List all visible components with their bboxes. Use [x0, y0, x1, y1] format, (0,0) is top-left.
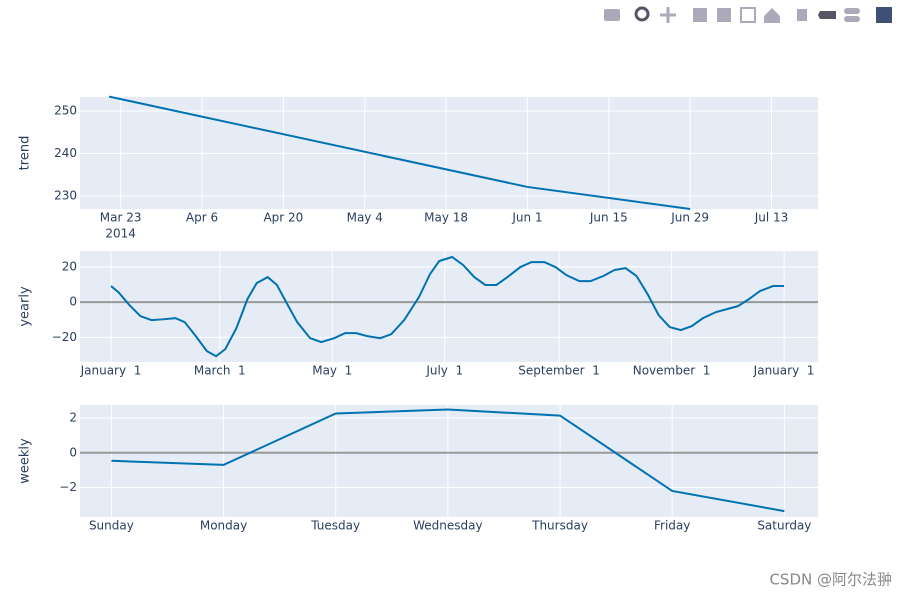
spike-icon[interactable]	[797, 9, 807, 21]
watermark: CSDN @阿尔法翀	[769, 571, 892, 589]
x-tick-label: May 18	[424, 211, 468, 225]
x-tick-label: July 1	[425, 364, 463, 378]
x-tick-label: Thursday	[531, 519, 588, 533]
autoscale-icon[interactable]	[740, 7, 756, 23]
x-tick-label: Apr 20	[263, 211, 303, 225]
x-tick-label: Sunday	[89, 519, 134, 533]
trend-line	[108, 95, 691, 210]
x-tick-label: Jun 15	[589, 211, 628, 225]
plot-area	[80, 405, 818, 517]
y-tick-label: −2	[59, 480, 77, 494]
hover-compare-icon[interactable]	[844, 16, 860, 22]
pan-icon[interactable]	[660, 7, 676, 23]
x-tick-label: Apr 6	[186, 211, 218, 225]
y-tick-label: 20	[62, 259, 77, 273]
y-tick-label: 250	[54, 104, 77, 118]
x-tick-label: Jun 1	[511, 211, 542, 225]
x-tick-label: March 1	[194, 364, 246, 378]
x-tick-label: May 1	[312, 364, 352, 378]
zoom-in-icon[interactable]	[693, 8, 707, 22]
plotly-logo[interactable]	[876, 7, 892, 23]
x-tick-label: Saturday	[757, 519, 811, 533]
hover-closest-icon[interactable]	[818, 11, 836, 19]
toolbar	[604, 6, 892, 23]
x-tick-label: Friday	[654, 519, 690, 533]
x-tick-label: May 4	[347, 211, 383, 225]
y-tick-label: −20	[52, 330, 77, 344]
x-tick-label: September 1	[518, 364, 600, 378]
trend-line	[110, 255, 785, 358]
plot-area	[80, 251, 818, 362]
reset-icon[interactable]	[764, 8, 780, 23]
x-tick-label: Monday	[200, 519, 247, 533]
y-tick-label: 240	[54, 146, 77, 160]
x-tick-label: Mar 23	[100, 211, 142, 225]
hover-compare-icon[interactable]	[844, 8, 860, 14]
x-tick-label: November 1	[633, 364, 711, 378]
y-tick-label: 230	[54, 188, 77, 202]
x-tick-label: Wednesday	[413, 519, 482, 533]
y-tick-label: 0	[69, 445, 77, 459]
x-tick-label: January 1	[80, 364, 142, 378]
x-tick-label: January 1	[753, 364, 815, 378]
camera-icon[interactable]	[604, 9, 620, 21]
zoom-out-icon[interactable]	[717, 8, 731, 22]
x-tick-label: Jul 13	[754, 211, 789, 225]
y-tick-label: 0	[69, 295, 77, 309]
trend-line	[111, 408, 785, 513]
y-tick-label: 2	[69, 411, 77, 425]
x-tick-label: Tuesday	[310, 519, 360, 533]
y-axis-title: weekly	[18, 438, 33, 484]
y-axis-title: yearly	[18, 286, 33, 327]
x-tick-year: 2014	[105, 227, 136, 241]
x-tick-label: Jun 29	[670, 211, 709, 225]
zoom-icon[interactable]	[634, 6, 650, 22]
y-axis-title: trend	[18, 136, 33, 171]
